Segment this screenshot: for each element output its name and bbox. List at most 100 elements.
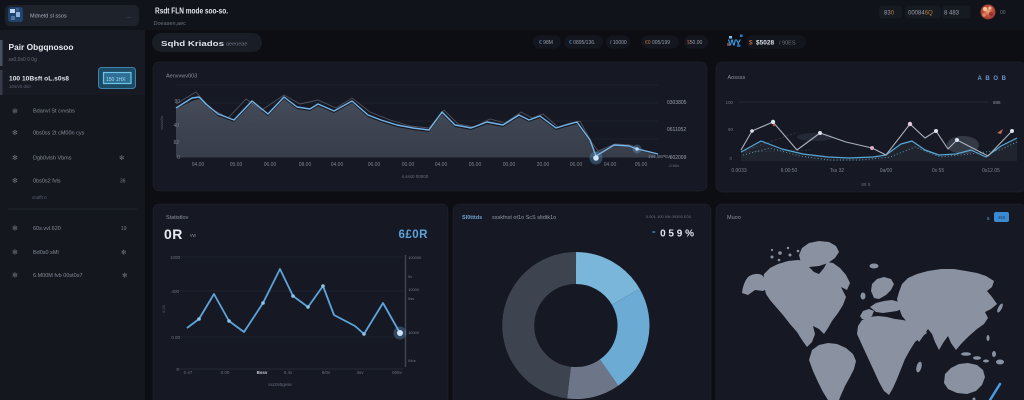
svg-text:A B O B: A B O B: [978, 76, 1007, 82]
svg-text:✻: ✻: [12, 225, 18, 233]
svg-text:0: 0: [176, 367, 179, 372]
svg-text:0303805: 0303805: [667, 100, 687, 106]
svg-text:0bs0s2 fvls: 0bs0s2 fvls: [33, 179, 61, 185]
svg-text:36: 36: [120, 179, 126, 185]
svg-text:-002009: -002009: [668, 155, 687, 161]
svg-text:$50.00: $50.00: [687, 40, 703, 46]
svg-text:€ 0895/136.: € 0895/136.: [569, 40, 595, 46]
svg-text:ssskfnst ot1o ScS sltdtk1o: ssskfnst ot1o ScS sltdtk1o: [492, 215, 556, 221]
svg-text:05.00: 05.00: [469, 162, 482, 168]
svg-text:4sv: 4sv: [356, 370, 364, 375]
svg-text:0 5 9 %: 0 5 9 %: [660, 229, 694, 240]
svg-text:80 X: 80 X: [861, 182, 870, 187]
svg-text:Sqhd Kriados: Sqhd Kriados: [161, 41, 224, 48]
svg-text:00: 00: [1000, 10, 1006, 16]
svg-text:/ 90ES: / 90ES: [779, 41, 796, 47]
svg-text:Aossss: Aossss: [728, 75, 746, 81]
svg-text:$5028: $5028: [756, 40, 774, 47]
svg-text:0.00: 0.00: [171, 335, 180, 340]
svg-text:✻: ✻: [121, 249, 127, 257]
svg-text:Doeasen,aec: Doeasen,aec: [154, 21, 187, 27]
svg-text:Rsdt FLN mode soo-so.: Rsdt FLN mode soo-so.: [155, 7, 228, 16]
svg-text:s0dfft 0: s0dfft 0: [32, 195, 47, 200]
svg-text:8 483: 8 483: [944, 11, 960, 17]
svg-text:04.00: 04.00: [331, 162, 344, 168]
svg-text:€ 98M: € 98M: [539, 40, 553, 46]
svg-text:0.0033: 0.0033: [731, 168, 747, 174]
svg-text:00.00: 00.00: [402, 162, 415, 168]
svg-text:Bssv: Bssv: [257, 370, 268, 375]
svg-text:✻: ✻: [12, 249, 18, 257]
svg-text:Muoo: Muoo: [727, 215, 741, 221]
svg-text:aeeoeae: aeeoeae: [226, 42, 247, 48]
svg-text:✻: ✻: [12, 129, 18, 137]
svg-text:6/0v: 6/0v: [322, 370, 331, 375]
svg-text:WY: WY: [728, 38, 742, 48]
svg-text:s.sss0 00000: s.sss0 00000: [402, 174, 429, 179]
svg-text:00.00: 00.00: [503, 162, 516, 168]
svg-text:6.M00M fvb 00st0s7: 6.M00M fvb 00st0s7: [33, 273, 83, 279]
svg-text:Aenvvwv003: Aenvvwv003: [166, 74, 197, 80]
svg-text:ss0,0s0 0 0g: ss0,0s0 0 0g: [9, 57, 38, 63]
svg-text:✻: ✻: [119, 154, 125, 162]
svg-text:90: 90: [728, 127, 734, 132]
svg-text:0.001 100 NN 09393 E00: 0.001 100 NN 09393 E00: [646, 214, 692, 219]
svg-text:Bdanvl St cvvsbs: Bdanvl St cvvsbs: [33, 109, 75, 115]
svg-text:✻: ✻: [12, 272, 18, 280]
svg-text:0R: 0R: [164, 226, 183, 242]
svg-text:888: 888: [993, 100, 1001, 105]
svg-text:05.00: 05.00: [230, 162, 243, 168]
svg-text:100: 100: [725, 100, 733, 105]
svg-text:Sl0tttds: Sl0tttds: [462, 215, 482, 221]
svg-text:✻: ✻: [12, 177, 18, 185]
svg-text:/ 10000: / 10000: [610, 40, 627, 46]
svg-text:✻: ✻: [122, 272, 128, 280]
svg-text:Statistlov: Statistlov: [166, 215, 189, 221]
svg-text:04.00: 04.00: [192, 162, 205, 168]
svg-text:0.47: 0.47: [184, 370, 193, 375]
svg-text:=: =: [652, 230, 656, 236]
svg-text:05.00: 05.00: [635, 162, 648, 168]
svg-text:0v: 0v: [408, 274, 412, 279]
svg-text:0611052: 0611052: [667, 127, 686, 133]
svg-text:-0.60s: -0.60s: [668, 163, 679, 168]
svg-text:0.03: 0.03: [161, 304, 166, 313]
svg-text:20.00: 20.00: [537, 162, 550, 168]
svg-text:0.4v: 0.4v: [284, 370, 293, 375]
svg-text:04.00: 04.00: [435, 162, 448, 168]
svg-text:ssc0s0gvse: ssc0s0gvse: [268, 382, 292, 387]
svg-text:005v: 005v: [392, 370, 403, 375]
svg-text:150 1HX: 150 1HX: [106, 77, 126, 83]
svg-text:1000: 1000: [170, 255, 181, 260]
svg-text:100 10Bsft oL.s0s8: 100 10Bsft oL.s0s8: [9, 76, 69, 83]
svg-text:000846Q: 000846Q: [908, 11, 933, 17]
svg-text:Dgb0vlsh Vbms: Dgb0vlsh Vbms: [33, 156, 72, 162]
svg-text:Bd0s0 sMl: Bd0s0 sMl: [33, 250, 59, 256]
svg-text:830: 830: [884, 11, 895, 17]
svg-text:04.00: 04.00: [604, 162, 617, 168]
svg-text:sssss0s: sssss0s: [159, 116, 164, 130]
svg-text:10000: 10000: [408, 330, 420, 335]
svg-text:82: 82: [173, 140, 179, 146]
svg-text:6£0R: 6£0R: [399, 229, 429, 241]
svg-text:0.00: 0.00: [221, 370, 230, 375]
svg-text:450: 450: [998, 215, 1006, 220]
svg-text:0: 0: [729, 156, 732, 161]
svg-text:0: 0: [177, 155, 180, 161]
svg-text:06.00: 06.00: [264, 162, 277, 168]
svg-text:0a/00: 0a/00: [880, 168, 893, 174]
svg-text:08.00: 08.00: [299, 162, 312, 168]
svg-text:$: $: [749, 40, 753, 47]
svg-text:19: 19: [121, 226, 127, 232]
svg-text:04rs: 04rs: [408, 358, 416, 363]
svg-text:6:00:50: 6:00:50: [781, 168, 798, 174]
svg-text:0bs0ss 2t cM00n cys: 0bs0ss 2t cM00n cys: [33, 131, 85, 137]
svg-text:0s12.05: 0s12.05: [982, 168, 1000, 174]
svg-text:✻: ✻: [12, 154, 18, 162]
svg-text:€0 005/199: €0 005/199: [645, 40, 670, 46]
svg-text:0ss: 0ss: [408, 296, 414, 301]
svg-text:40: 40: [173, 123, 179, 129]
svg-text:194,0EPEA: 194,0EPEA: [648, 154, 671, 159]
svg-text:Pair Obgqnosoo: Pair Obgqnosoo: [9, 43, 74, 52]
svg-text:100000: 100000: [408, 255, 422, 260]
